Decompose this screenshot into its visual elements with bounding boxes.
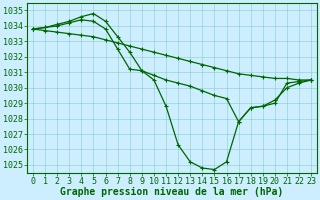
X-axis label: Graphe pression niveau de la mer (hPa): Graphe pression niveau de la mer (hPa) [60, 187, 284, 197]
